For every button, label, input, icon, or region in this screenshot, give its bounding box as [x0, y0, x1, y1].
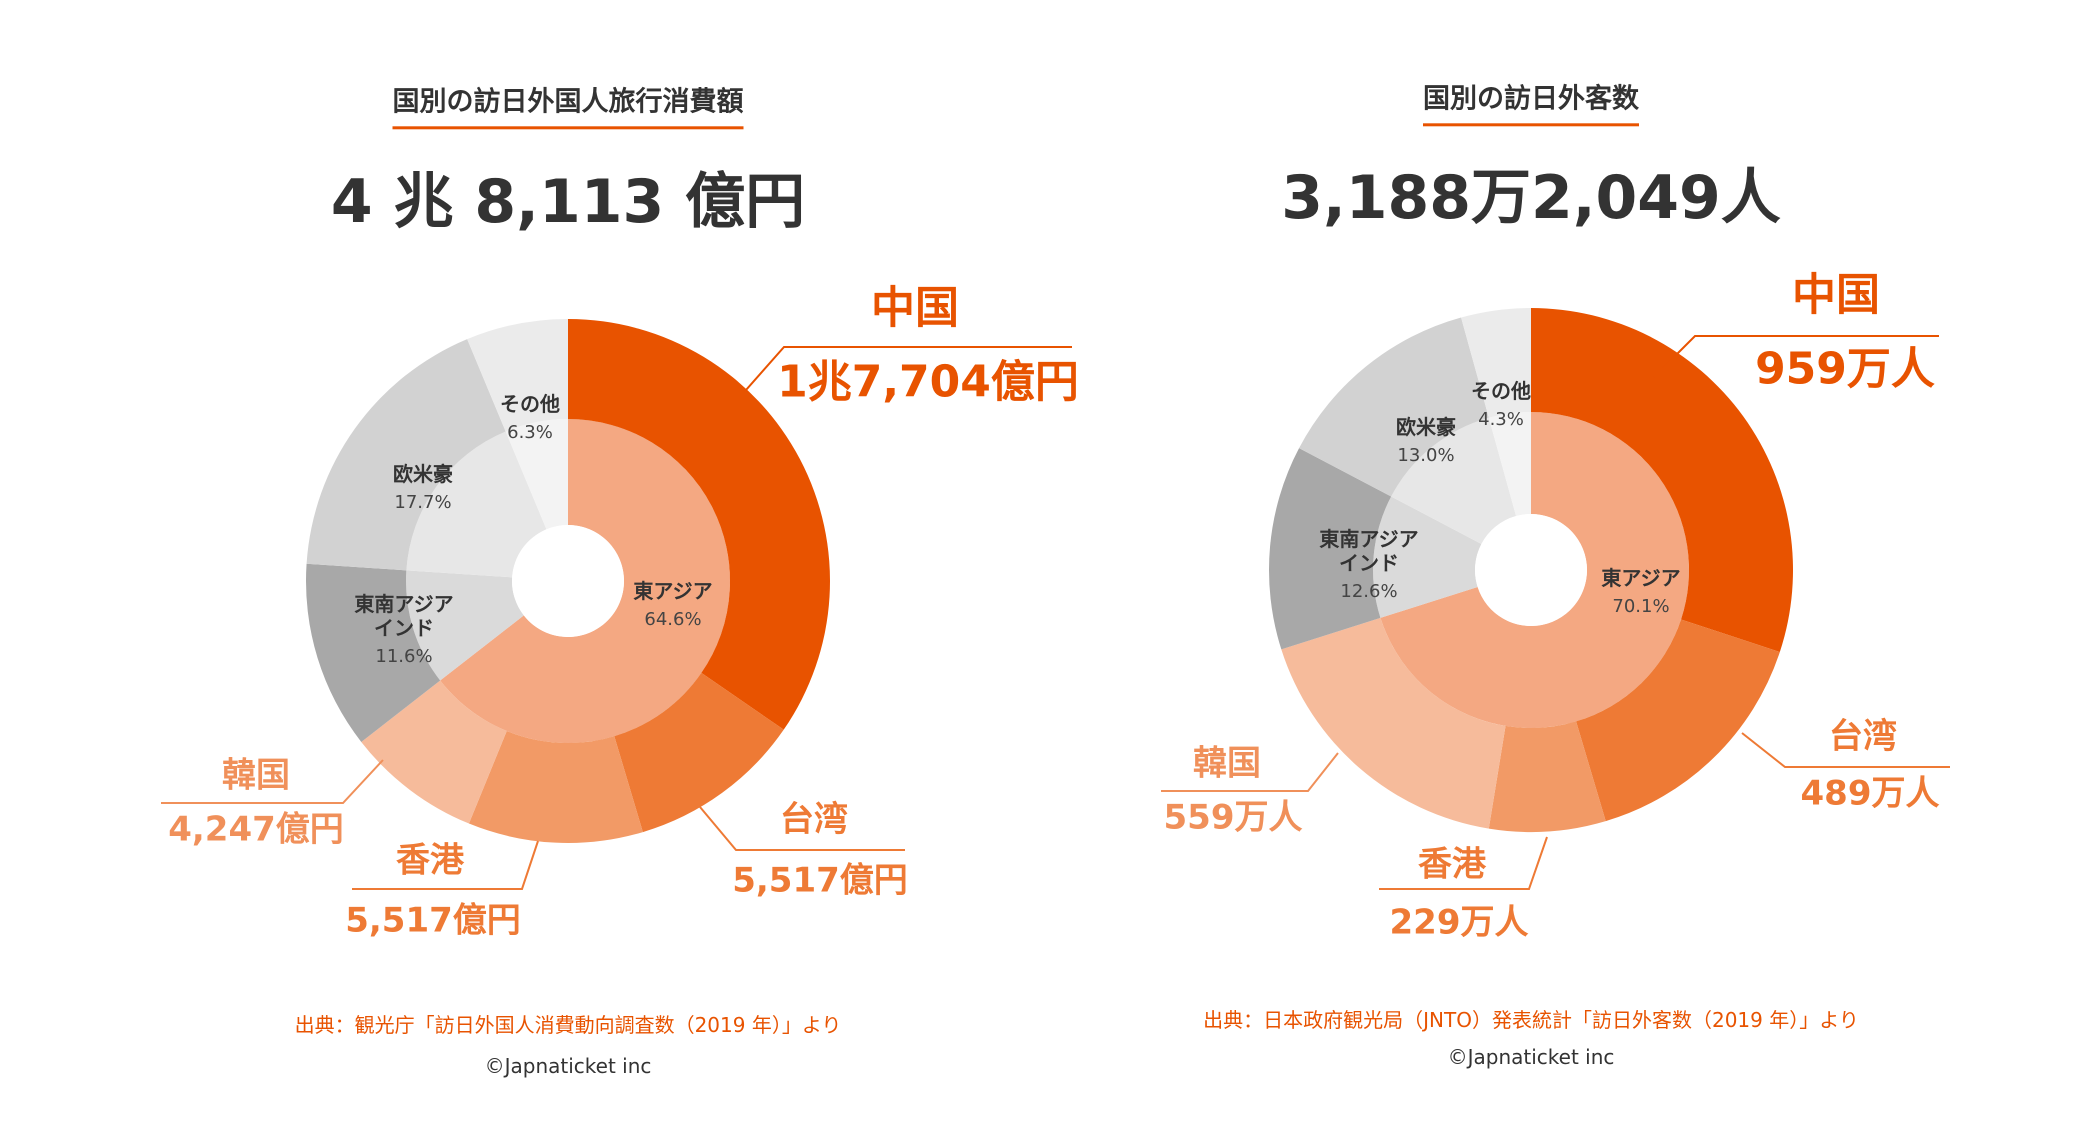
chart-title: 国別の訪日外国人旅行消費額 [392, 86, 744, 130]
region-name: 東南アジア インド [354, 592, 454, 641]
country-value: 5,517億円 [732, 860, 908, 901]
region-name: 欧米豪 [1396, 415, 1456, 440]
country-value: 229万人 [1389, 902, 1529, 943]
region-label: 東南アジア インド 12.6% [1319, 527, 1418, 603]
chart-title: 国別の訪日外客数 [1423, 83, 1639, 127]
region-name: 東南アジア インド [1319, 527, 1419, 576]
inner-slice [1488, 412, 1531, 517]
leader-line [699, 806, 905, 851]
region-name: 東アジア [1601, 566, 1681, 591]
donut-hole [512, 525, 624, 637]
country-slice [361, 680, 507, 824]
outer-slice [1269, 448, 1392, 650]
region-name: 東アジア [633, 579, 713, 604]
outer-slice [1461, 308, 1531, 418]
region-value: 64.6% [644, 609, 702, 631]
country-name: 韓国 [222, 755, 290, 796]
country-name: 中国 [871, 282, 959, 334]
total-label: 3,188万2,049人 [1281, 163, 1781, 233]
country-name: 台湾 [780, 799, 848, 840]
region-value: 4.3% [1478, 409, 1524, 431]
outer-slice [467, 319, 568, 432]
outer-slice [1299, 317, 1489, 497]
region-value: 17.7% [394, 492, 452, 514]
region-value: 12.6% [1340, 581, 1398, 603]
region-value: 11.6% [375, 646, 433, 668]
country-value: 489万人 [1800, 773, 1940, 814]
country-slice [1281, 617, 1506, 829]
region-label: 東南アジア インド 11.6% [354, 592, 453, 668]
country-name: 台湾 [1829, 716, 1897, 757]
inner-slice [505, 419, 568, 530]
leader-line [161, 759, 384, 804]
country-value: 4,247億円 [168, 809, 344, 850]
country-name: 香港 [1418, 844, 1486, 885]
country-name: 韓国 [1193, 743, 1261, 784]
country-value: 559万人 [1163, 797, 1303, 838]
outer-slice [305, 563, 441, 742]
leader-line [1653, 335, 1939, 378]
country-slice [1488, 721, 1606, 832]
country-name: 中国 [1792, 269, 1880, 321]
outer-slice [306, 339, 506, 571]
inner-slice [440, 419, 730, 743]
copyright: ©Japnaticket inc [1447, 1045, 1615, 1069]
region-value: 6.3% [507, 422, 553, 444]
leader-line [352, 840, 539, 890]
inner-slice [1391, 417, 1517, 544]
copyright: ©Japnaticket inc [484, 1054, 652, 1078]
country-slice [614, 672, 784, 833]
region-name: その他 [500, 392, 560, 417]
source: 出典：日本政府観光局（JNTO）発表統計「訪日外客数（2019 年）」より [1203, 1008, 1859, 1032]
inner-slice [1380, 412, 1690, 728]
leader-line [745, 346, 1072, 391]
leader-line [1161, 752, 1339, 792]
leader-line [1741, 732, 1950, 768]
country-value: 959万人 [1755, 343, 1935, 395]
inner-slice [406, 431, 547, 578]
region-label: 欧米豪 13.0% [1396, 415, 1456, 467]
region-label: 欧米豪 17.7% [393, 462, 453, 514]
region-value: 70.1% [1612, 596, 1670, 618]
region-value: 13.0% [1397, 445, 1455, 467]
source: 出典：観光庁「訪日外国人消費動向調査数（2019 年）」より [294, 1013, 842, 1037]
region-label: その他 4.3% [1471, 379, 1531, 431]
leader-line [1379, 836, 1548, 890]
country-slice [468, 730, 643, 844]
country-name: 香港 [396, 840, 464, 881]
donut-hole [1475, 514, 1587, 626]
region-name: 欧米豪 [393, 462, 453, 487]
country-slice [1531, 308, 1793, 652]
region-label: 東アジア 70.1% [1601, 566, 1680, 618]
country-slice [1576, 619, 1780, 822]
region-label: その他 6.3% [500, 392, 560, 444]
inner-slice [1373, 496, 1482, 618]
country-value: 5,517億円 [345, 900, 521, 941]
total-label: 4 兆 8,113 億円 [330, 167, 806, 237]
country-slice [568, 319, 831, 730]
region-label: 東アジア 64.6% [633, 579, 712, 631]
region-name: その他 [1471, 379, 1531, 404]
inner-slice [405, 570, 524, 681]
country-value: 1兆7,704億円 [777, 356, 1079, 408]
